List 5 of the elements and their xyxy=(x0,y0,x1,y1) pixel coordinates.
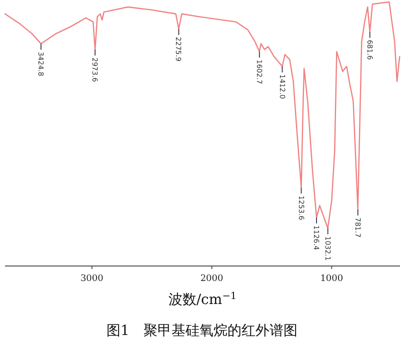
x-tick-label: 2000 xyxy=(200,274,224,284)
x-tick-label: 3000 xyxy=(80,274,104,284)
x-tick-label: 1000 xyxy=(320,274,344,284)
x-axis-title: 波数/cm$^{−1}$ xyxy=(168,290,237,308)
text: 图1 聚甲基硅氧烷的红外谱图 xyxy=(106,323,298,339)
